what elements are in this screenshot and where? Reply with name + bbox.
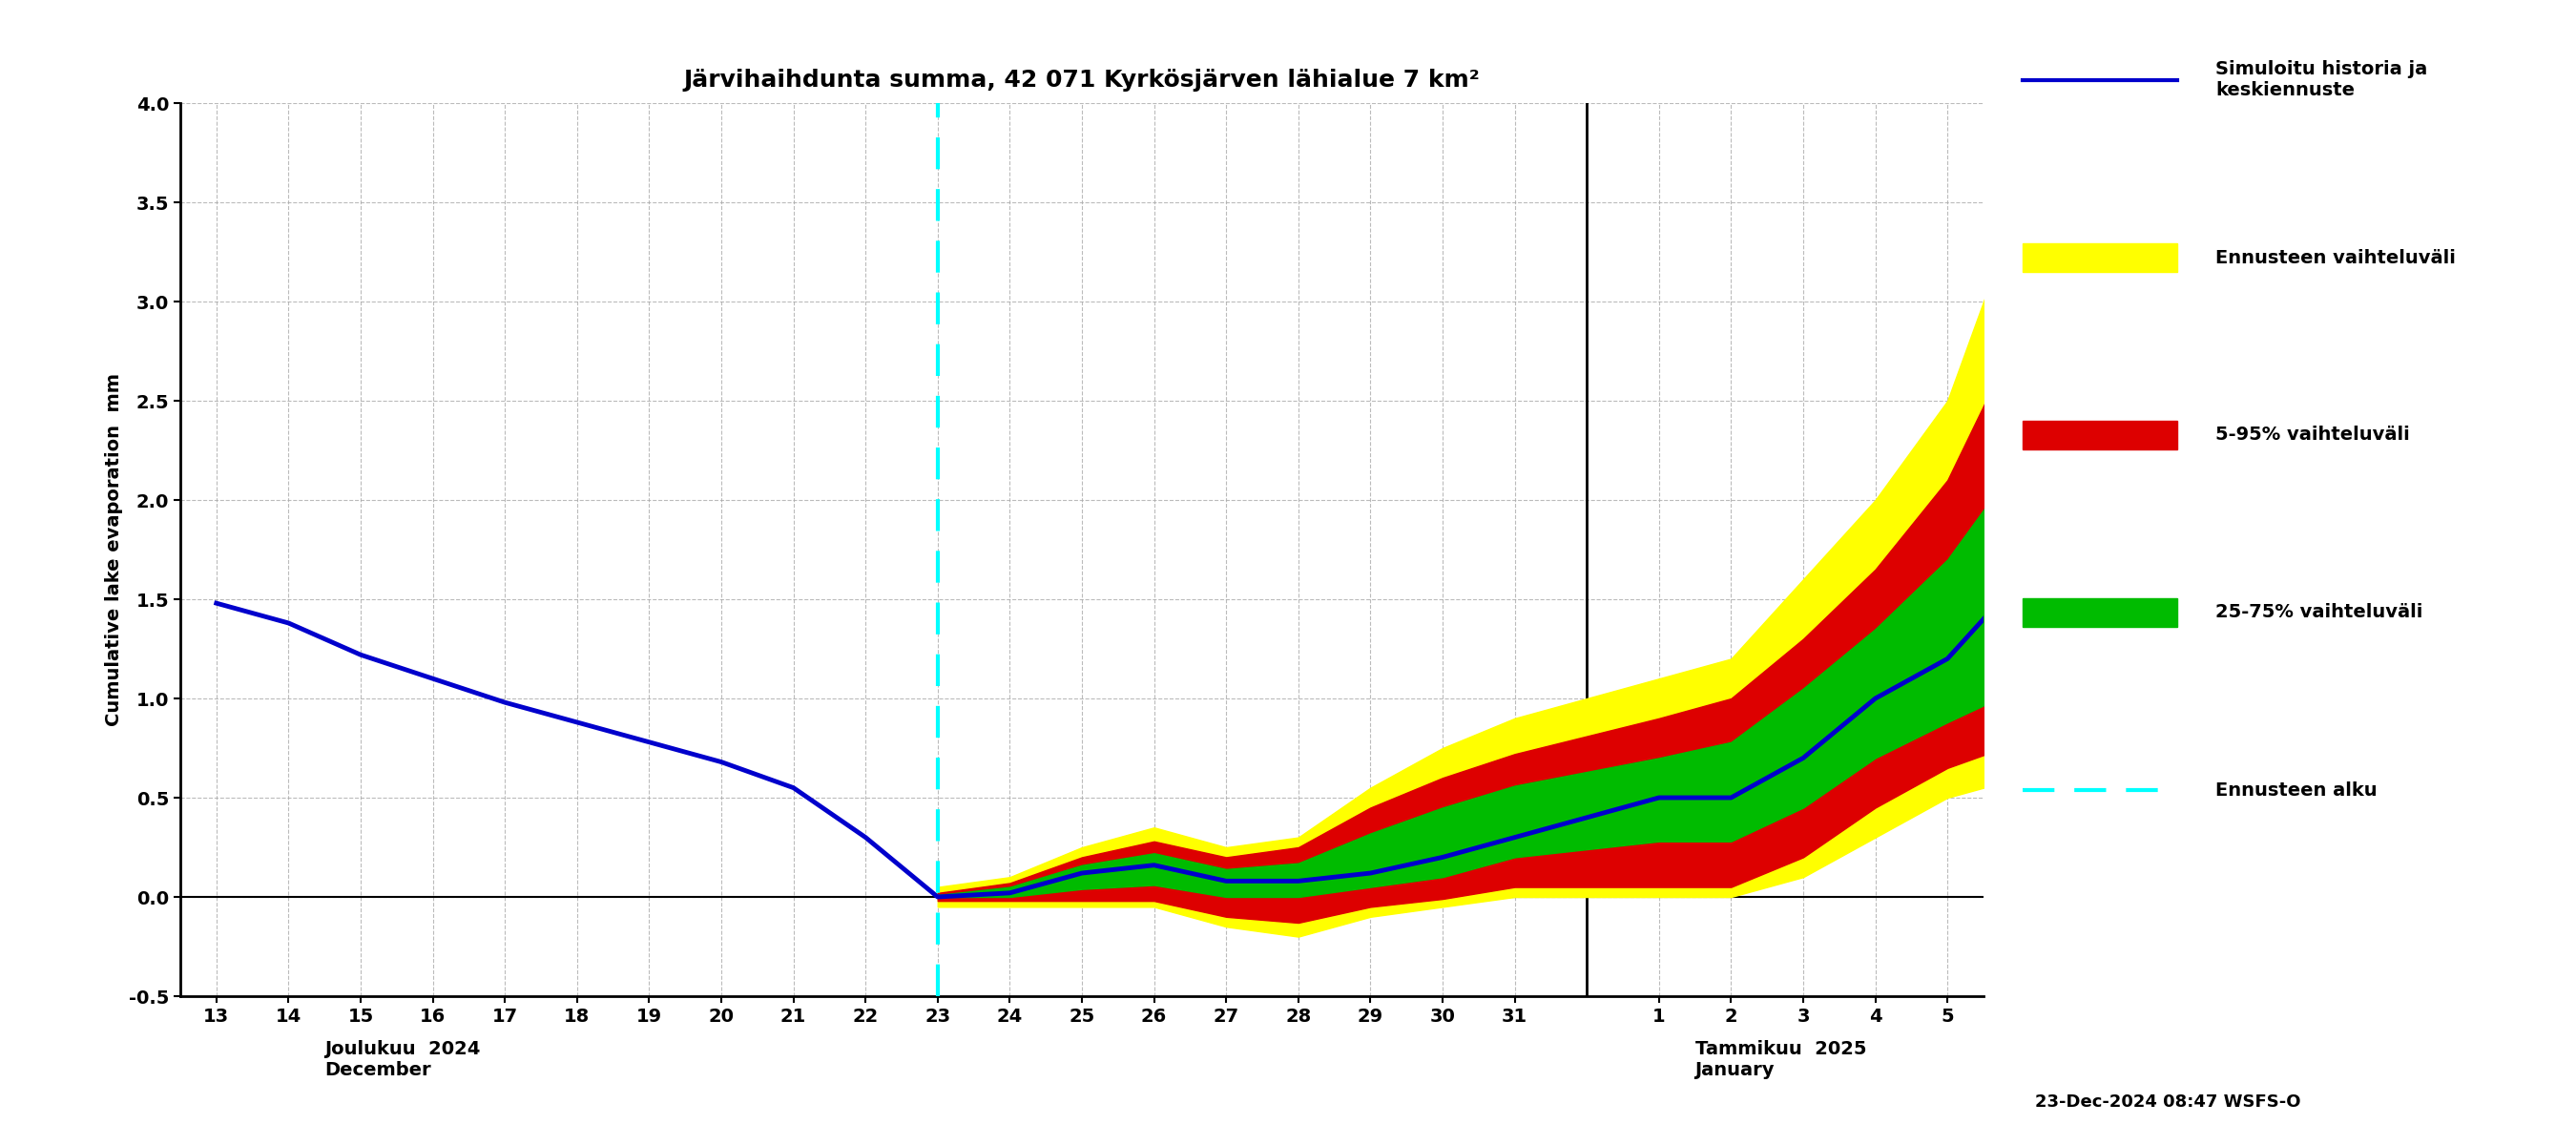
Text: Simuloitu historia ja
keskiennuste: Simuloitu historia ja keskiennuste [2215, 61, 2427, 100]
Text: 5-95% vaihteluväli: 5-95% vaihteluväli [2215, 426, 2409, 444]
Text: 23-Dec-2024 08:47 WSFS-O: 23-Dec-2024 08:47 WSFS-O [2035, 1093, 2300, 1111]
Text: 25-75% vaihteluväli: 25-75% vaihteluväli [2215, 603, 2424, 622]
Text: Tammikuu  2025
January: Tammikuu 2025 January [1695, 1040, 1865, 1079]
Text: Joulukuu  2024
December: Joulukuu 2024 December [325, 1040, 482, 1079]
Title: Järvihaihdunta summa, 42 071 Kyrkösjärven lähialue 7 km²: Järvihaihdunta summa, 42 071 Kyrkösjärve… [683, 69, 1481, 92]
Text: Ennusteen vaihteluväli: Ennusteen vaihteluväli [2215, 248, 2455, 267]
Text: Ennusteen alku: Ennusteen alku [2215, 781, 2378, 799]
Y-axis label: Cumulative lake evaporation  mm: Cumulative lake evaporation mm [106, 373, 124, 726]
